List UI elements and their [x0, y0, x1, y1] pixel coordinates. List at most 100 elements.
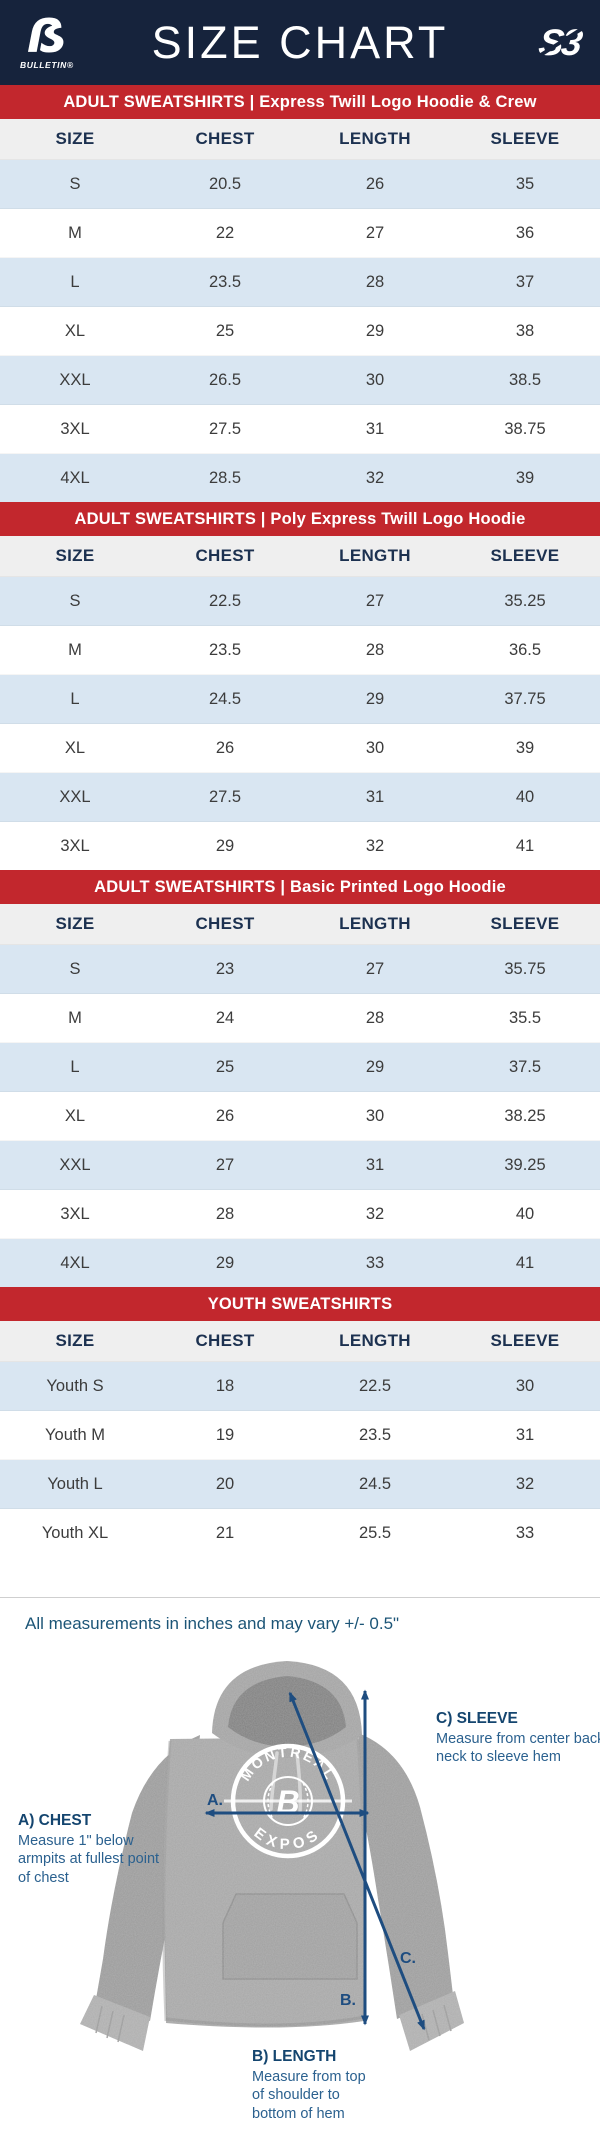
- size-cell: 4XL: [60, 1253, 90, 1272]
- size-cell: L: [70, 1057, 80, 1076]
- measurement-cell: 41: [515, 1253, 535, 1272]
- measurement-cell: 25: [215, 321, 235, 340]
- measurement-cell: 29: [215, 836, 235, 855]
- sb-logo: S3: [536, 22, 583, 64]
- measurement-cell: 37.75: [504, 689, 546, 708]
- column-header: SIZE: [0, 904, 150, 945]
- measurement-cell: 30: [365, 738, 385, 757]
- masthead: ẞ BULLETIN® SIZE CHART S3: [0, 0, 600, 85]
- size-table: SIZE CHEST LENGTH SLEEVE S 22.5 27 35.25 M 23.5 2…: [0, 536, 600, 870]
- size-cell: Youth S: [46, 1376, 104, 1395]
- column-header: LENGTH: [300, 119, 450, 160]
- measurement-cell: 35.75: [504, 959, 546, 978]
- section-banner: ADULT SWEATSHIRTS | Basic Printed Logo H…: [0, 870, 600, 904]
- measurement-cell: 27: [365, 959, 385, 978]
- measurement-cell: 28: [365, 640, 385, 659]
- size-cell: 3XL: [60, 1204, 90, 1223]
- column-header: LENGTH: [300, 904, 450, 945]
- measurement-cell: 37: [515, 272, 535, 291]
- measurement-note: All measurements in inches and may vary …: [25, 1614, 400, 1633]
- table-row: M 23.5 28 36.5: [0, 625, 600, 675]
- column-header: SLEEVE: [450, 536, 600, 577]
- page-title: SIZE CHART: [151, 16, 449, 68]
- column-header: CHEST: [150, 904, 300, 945]
- size-cell: XXL: [59, 370, 91, 389]
- table-header-row: SIZE CHEST LENGTH SLEEVE: [0, 1321, 600, 1362]
- divider: [0, 1597, 600, 1598]
- size-cell: 3XL: [60, 419, 90, 438]
- measurement-cell: 31: [365, 1155, 385, 1174]
- table-row: Youth S 18 22.5 30: [0, 1361, 600, 1411]
- size-table-section-poly-express-twill: ADULT SWEATSHIRTS | Poly Express Twill L…: [0, 502, 600, 870]
- measurement-cell: 22: [215, 223, 235, 242]
- table-row: XXL 26.5 30 38.5: [0, 355, 600, 405]
- column-header: SLEEVE: [450, 1321, 600, 1362]
- measurement-cell: 23.5: [208, 272, 242, 291]
- size-table-section-express-twill: ADULT SWEATSHIRTS | Express Twill Logo H…: [0, 85, 600, 502]
- table-row: XXL 27 31 39.25: [0, 1140, 600, 1190]
- length-annotation: B) LENGTH Measure from top of shoulder t…: [252, 2047, 380, 2123]
- table-row: 3XL 27.5 31 38.75: [0, 404, 600, 454]
- table-row: L 23.5 28 37: [0, 257, 600, 307]
- measurement-cell: 32: [365, 468, 385, 487]
- measurement-cell: 22.5: [208, 591, 242, 610]
- size-cell: XXL: [59, 787, 91, 806]
- table-row: M 24 28 35.5: [0, 993, 600, 1043]
- size-cell: S: [69, 959, 81, 978]
- measurement-cell: 20.5: [208, 174, 242, 193]
- table-row: Youth L 20 24.5 32: [0, 1459, 600, 1509]
- measurement-arrows: [204, 1689, 426, 2031]
- measurement-cell: 22.5: [358, 1376, 392, 1395]
- table-row: Youth M 19 23.5 31: [0, 1410, 600, 1460]
- size-tables: ADULT SWEATSHIRTS | Express Twill Logo H…: [0, 85, 600, 1557]
- measurement-cell: 38.75: [504, 419, 546, 438]
- table-header-row: SIZE CHEST LENGTH SLEEVE: [0, 536, 600, 577]
- measurement-cell: 35.5: [508, 1008, 542, 1027]
- measurement-cell: 18: [215, 1376, 235, 1395]
- size-cell: L: [70, 689, 80, 708]
- measurement-cell: 21: [215, 1523, 235, 1542]
- measurement-cell: 41: [515, 836, 535, 855]
- measurement-cell: 24.5: [358, 1474, 392, 1493]
- column-header: CHEST: [150, 1321, 300, 1362]
- column-header: SIZE: [0, 1321, 150, 1362]
- table-row: XL 25 29 38: [0, 306, 600, 356]
- measurement-cell: 23: [215, 959, 235, 978]
- measurement-cell: 32: [515, 1474, 535, 1493]
- sleeve-arrow-label: C.: [400, 1950, 416, 1967]
- measurement-cell: 28: [365, 272, 385, 291]
- size-table: SIZE CHEST LENGTH SLEEVE S 23 27 35.75 M 24 28 35.…: [0, 904, 600, 1287]
- column-header: SLEEVE: [450, 119, 600, 160]
- hoodie-illustration: MONTRÉAL EXPOS B A. B. C.: [80, 1661, 464, 2051]
- size-table-section-youth: YOUTH SWEATSHIRTS SIZE CHEST LENGTH SLEEVE …: [0, 1287, 600, 1557]
- measurement-cell: 27: [215, 1155, 235, 1174]
- column-header: LENGTH: [300, 1321, 450, 1362]
- measurement-cell: 28: [215, 1204, 235, 1223]
- measurement-cell: 20: [215, 1474, 235, 1493]
- measurement-cell: 27.5: [208, 787, 242, 806]
- size-cell: Youth M: [45, 1425, 105, 1444]
- column-header: LENGTH: [300, 536, 450, 577]
- measurement-cell: 39: [515, 468, 535, 487]
- length-arrow-label: B.: [340, 1992, 356, 2009]
- measurement-cell: 27: [365, 223, 385, 242]
- measurement-cell: 29: [215, 1253, 235, 1272]
- table-header-row: SIZE CHEST LENGTH SLEEVE: [0, 119, 600, 160]
- column-header: SLEEVE: [450, 904, 600, 945]
- measurement-cell: 30: [365, 370, 385, 389]
- bulletin-logo: ẞ BULLETIN®: [20, 8, 74, 71]
- measurement-cell: 36.5: [508, 640, 542, 659]
- measurement-cell: 23.5: [208, 640, 242, 659]
- measurement-cell: 30: [365, 1106, 385, 1125]
- table-row: 4XL 28.5 32 39: [0, 453, 600, 502]
- bulletin-b-icon: ẞ: [26, 8, 68, 63]
- measurement-cell: 26: [215, 1106, 235, 1125]
- length-annotation-body: Measure from top of shoulder to bottom o…: [252, 2068, 366, 2122]
- size-cell: XXL: [59, 1155, 91, 1174]
- measurement-cell: 30: [515, 1376, 535, 1395]
- sleeve-annotation-title: C) SLEEVE: [436, 1710, 518, 1727]
- size-table-section-basic-printed: ADULT SWEATSHIRTS | Basic Printed Logo H…: [0, 870, 600, 1287]
- sleeve-arrow: [288, 1691, 426, 2031]
- measurement-cell: 35.25: [504, 591, 546, 610]
